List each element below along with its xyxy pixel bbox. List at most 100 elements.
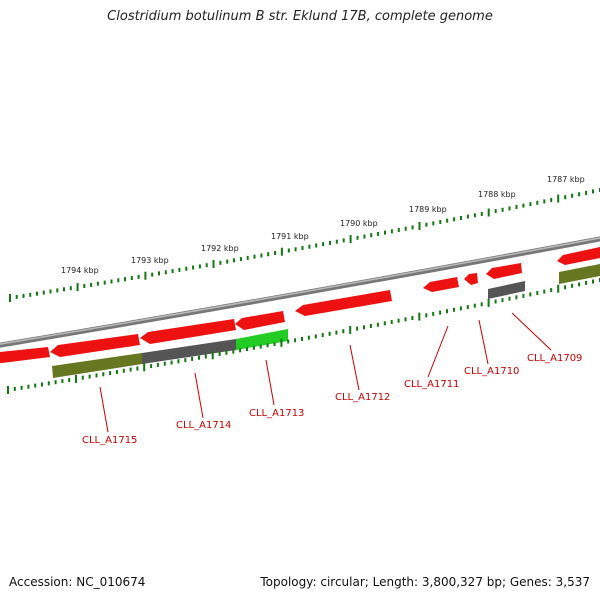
minor-tick (34, 383, 37, 388)
gene-arrow-red[interactable] (140, 319, 236, 344)
minor-tick (466, 305, 469, 310)
gene-arrow-red[interactable] (557, 247, 600, 265)
minor-tick (178, 267, 181, 272)
gene-label-cll-a1714[interactable]: CLL_A1714 (176, 420, 231, 431)
minor-tick (246, 347, 248, 352)
kbp-labels: 1794 kbp 1793 kbp 1792 kbp 1791 kbp 1790… (61, 175, 585, 275)
minor-tick (267, 252, 270, 257)
minor-tick (137, 274, 140, 279)
gene-block-olive[interactable] (52, 353, 142, 378)
minor-tick (536, 291, 539, 295)
minor-tick (315, 243, 318, 248)
minor-tick (29, 292, 32, 297)
minor-tick (61, 379, 64, 384)
minor-tick (156, 362, 159, 367)
minor-tick (404, 226, 407, 231)
gene-arrow-red[interactable] (423, 277, 459, 292)
gene-label-cll-a1712[interactable]: CLL_A1712 (335, 392, 390, 403)
minor-tick (103, 280, 106, 285)
minor-tick (252, 345, 255, 350)
gene-block-olive[interactable] (559, 264, 600, 284)
minor-tick (171, 269, 174, 274)
minor-tick (592, 189, 594, 194)
minor-tick (466, 214, 469, 219)
gene-label-cll-a1709[interactable]: CLL_A1709 (527, 353, 582, 364)
minor-tick (328, 331, 331, 336)
minor-tick (124, 277, 126, 282)
kbp-label-1790: 1790 kbp (340, 219, 378, 228)
minor-tick (177, 359, 180, 364)
minor-tick (205, 263, 208, 268)
gene-arrow-red[interactable] (50, 334, 140, 357)
minor-tick (81, 375, 84, 380)
gene-arrow-red[interactable] (235, 311, 285, 330)
kbp-label-1788: 1788 kbp (478, 190, 516, 199)
minor-tick (232, 349, 235, 354)
major-tick (211, 351, 214, 360)
major-tick (418, 222, 421, 230)
gene-arrow-red[interactable] (464, 273, 478, 285)
minor-tick (314, 334, 317, 339)
gene-arrow-red[interactable] (295, 290, 392, 316)
gene-label-cll-a1710[interactable]: CLL_A1710 (464, 366, 519, 377)
gene-label-cll-a1715[interactable]: CLL_A1715 (82, 435, 137, 446)
minor-tick (377, 231, 380, 236)
minor-tick (22, 293, 25, 298)
minor-tick (110, 279, 113, 284)
minor-tick (369, 324, 372, 328)
minor-tick (473, 213, 476, 218)
minor-tick (239, 348, 242, 353)
minor-tick (550, 288, 553, 293)
minor-tick (460, 216, 462, 220)
minor-tick (356, 326, 359, 331)
minor-tick (307, 335, 310, 340)
minor-tick (578, 282, 581, 287)
minor-tick (260, 253, 263, 258)
minor-tick (63, 287, 65, 292)
minor-tick (233, 258, 235, 263)
minor-tick (49, 289, 52, 294)
major-tick (349, 235, 352, 244)
gene-block-gray[interactable] (488, 281, 525, 299)
kbp-label-1789: 1789 kbp (409, 205, 447, 214)
minor-tick (571, 193, 574, 198)
minor-tick (397, 228, 400, 232)
minor-tick (136, 366, 139, 371)
minor-tick (432, 311, 435, 316)
minor-tick (592, 279, 594, 284)
reverse-track-genes (52, 264, 600, 378)
minor-tick (90, 282, 93, 287)
minor-tick (425, 222, 428, 227)
gene-block-gray[interactable] (142, 339, 236, 364)
gene-arrow-red[interactable] (486, 263, 522, 279)
gene-label-cll-a1713[interactable]: CLL_A1713 (249, 408, 304, 419)
minor-tick (404, 317, 407, 322)
minor-tick (274, 251, 277, 255)
kbp-label-1791: 1791 kbp (271, 232, 309, 241)
minor-tick (363, 325, 365, 330)
minor-tick (480, 302, 483, 307)
minor-tick (239, 257, 242, 262)
minor-tick (96, 281, 99, 286)
minor-tick (390, 320, 393, 324)
major-tick (280, 338, 283, 347)
minor-tick (494, 299, 497, 304)
minor-tick (585, 190, 588, 195)
gene-block-green[interactable] (236, 329, 288, 350)
gene-arrow-red[interactable] (0, 347, 50, 363)
minor-tick (56, 288, 59, 293)
minor-tick (384, 230, 386, 235)
minor-tick (473, 303, 476, 308)
minor-tick (370, 233, 373, 238)
minor-tick (459, 306, 462, 311)
major-tick (212, 260, 215, 268)
major-tick (144, 271, 147, 280)
minor-tick (150, 364, 153, 369)
gene-label-cll-a1711[interactable]: CLL_A1711 (404, 379, 459, 390)
minor-tick (543, 289, 546, 294)
minor-tick (515, 205, 518, 209)
minor-tick (578, 192, 581, 197)
minor-tick (27, 384, 30, 389)
minor-tick (501, 298, 504, 303)
